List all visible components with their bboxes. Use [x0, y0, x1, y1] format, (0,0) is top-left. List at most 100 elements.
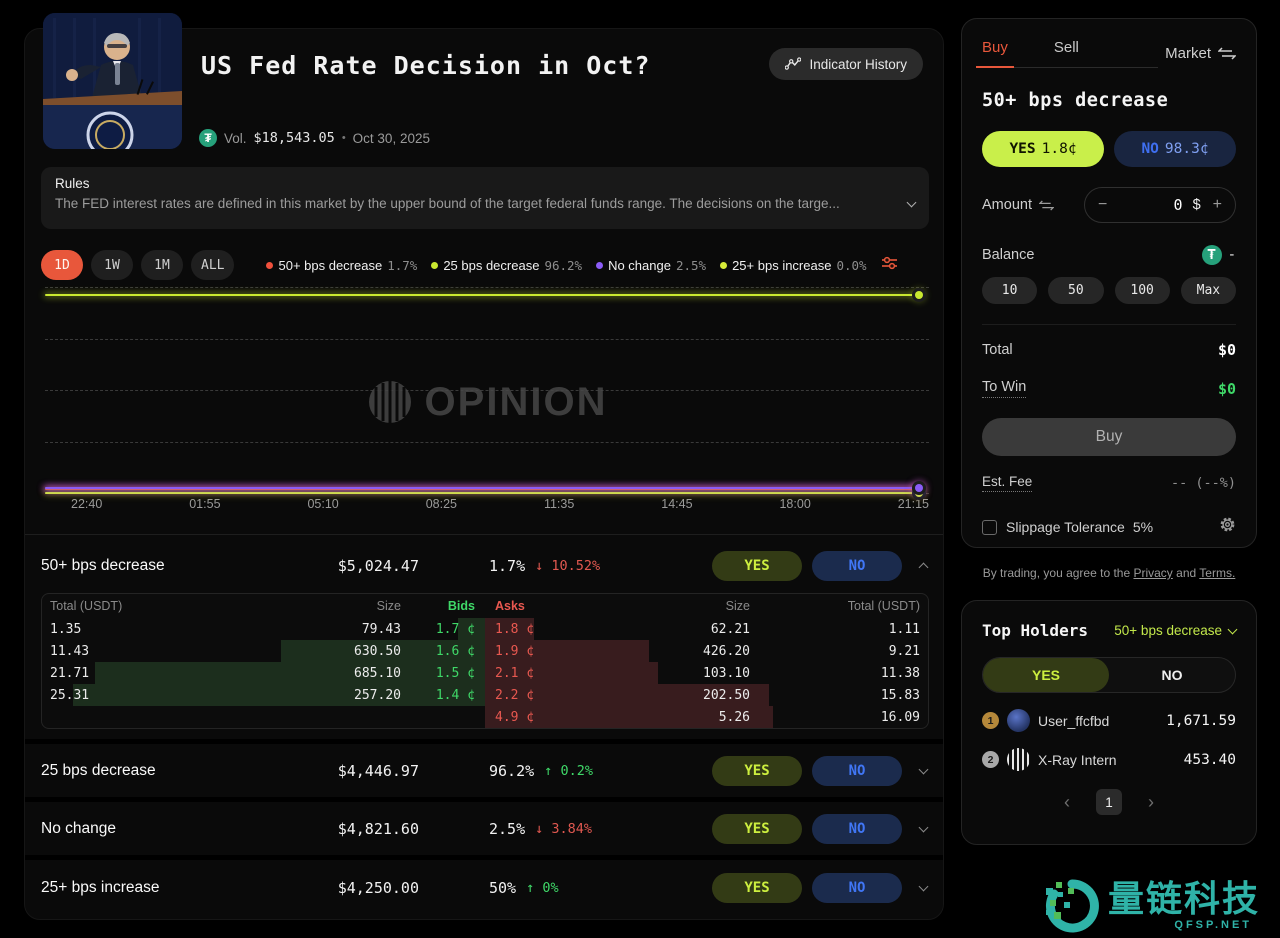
timeframe-1m[interactable]: 1M: [141, 250, 183, 280]
collapse-chevron-icon[interactable]: [918, 562, 929, 573]
tether-icon: ₮: [199, 129, 217, 147]
chevron-down-icon: [1227, 624, 1238, 634]
watermark-text: OPINION: [424, 379, 608, 424]
x-tick: 18:00: [779, 497, 811, 511]
orderbook-row[interactable]: 1.35 79.43 1.7 ¢ 1.8 ¢ 62.21 1.11: [42, 618, 928, 640]
prev-page-arrow[interactable]: ‹: [1064, 791, 1070, 812]
rules-title: Rules: [55, 176, 90, 191]
x-tick: 22:40: [71, 497, 103, 511]
holder-row[interactable]: 1 User_ffcfbd 1,671.59: [982, 709, 1236, 732]
indicator-history-button[interactable]: Indicator History: [769, 48, 923, 80]
trade-panel: Buy Sell Market 50+ bps decrease YES 1.8…: [961, 18, 1257, 548]
divider: [982, 324, 1236, 325]
legend-item: 25+ bps increase 0.0%: [720, 257, 867, 273]
chart-plot[interactable]: OPINION: [45, 287, 929, 497]
col-total-left: Total (USDT): [50, 599, 123, 613]
col-asks: Asks: [495, 599, 525, 613]
legend-label: 50+ bps decrease: [278, 257, 383, 273]
rules-expand-chevron-icon[interactable]: [906, 197, 917, 207]
page-number[interactable]: 1: [1096, 789, 1122, 815]
chart-settings-icon[interactable]: [881, 255, 898, 276]
holder-name: X-Ray Intern: [1038, 751, 1117, 768]
terms-link[interactable]: Terms.: [1199, 566, 1236, 580]
vol-label: Vol.: [224, 130, 247, 146]
no-price-button[interactable]: NO 98.3¢: [1114, 131, 1236, 167]
amount-input[interactable]: 0: [1173, 196, 1183, 214]
holders-outcome-dropdown[interactable]: 50+ bps decrease: [1114, 623, 1238, 638]
quick-amount-10[interactable]: 10: [982, 277, 1038, 304]
outcome-row-25-bps-increase[interactable]: 25+ bps increase $4,250.00 50% ↑ 0% YES …: [25, 855, 943, 915]
market-mode-switch[interactable]: Market: [1165, 45, 1236, 62]
outcome-change: ↓ 3.84%: [535, 820, 593, 837]
swap-icon: [1218, 47, 1236, 60]
outcome-volume: $4,250.00: [337, 878, 419, 897]
no-button[interactable]: NO: [812, 813, 902, 844]
timeframe-1w[interactable]: 1W: [91, 250, 133, 280]
next-page-arrow[interactable]: ›: [1148, 791, 1154, 812]
quick-amount-100[interactable]: 100: [1114, 277, 1170, 304]
expand-chevron-icon[interactable]: [918, 822, 929, 832]
holder-name: User_ffcfbd: [1038, 712, 1110, 729]
amount-stepper[interactable]: − 0 $ +: [1084, 187, 1236, 223]
pagination: ‹ 1 ›: [982, 789, 1236, 815]
privacy-link[interactable]: Privacy: [1133, 566, 1173, 580]
tab-buy[interactable]: Buy: [976, 39, 1014, 68]
no-button[interactable]: NO: [812, 551, 902, 581]
outcome-change: ↑ 0.2%: [544, 762, 593, 779]
quick-amount-max[interactable]: Max: [1180, 277, 1236, 304]
opinion-globe-icon: [368, 381, 411, 423]
legend-value: 0.0%: [836, 257, 867, 273]
timeframe-all[interactable]: ALL: [191, 250, 235, 280]
timeframe-1d[interactable]: 1D: [41, 250, 83, 280]
legend-item: No change 2.5%: [596, 258, 706, 273]
orderbook-row[interactable]: 4.9 ¢ 5.26 16.09: [42, 706, 928, 728]
gridline: [45, 390, 929, 391]
yes-button[interactable]: YES: [712, 551, 802, 581]
outcome-percent: 1.7%: [489, 557, 526, 575]
slippage-checkbox[interactable]: [982, 519, 997, 535]
outcome-row-50-bps-decrease[interactable]: 50+ bps decrease $5,024.47 1.7% ↓ 10.52%…: [25, 539, 943, 593]
expand-chevron-icon[interactable]: [918, 881, 929, 891]
outcome-row-no-change[interactable]: No change $4,821.60 2.5% ↓ 3.84% YES NO: [25, 797, 943, 855]
no-button[interactable]: NO: [812, 755, 902, 786]
col-bids: Bids: [447, 599, 475, 613]
rules-text: The FED interest rates are defined in th…: [55, 196, 840, 211]
yes-button[interactable]: YES: [712, 872, 802, 903]
quick-amount-50[interactable]: 50: [1048, 277, 1104, 304]
orderbook-row[interactable]: 21.71 685.10 1.5 ¢ 2.1 ¢ 103.10 11.38: [42, 662, 928, 684]
market-image: [43, 13, 182, 149]
orderbook-row[interactable]: 25.31 257.20 1.4 ¢ 2.2 ¢ 202.50 15.83: [42, 684, 928, 706]
slippage-value: 5%: [1132, 519, 1154, 535]
plus-button[interactable]: +: [1212, 196, 1222, 213]
avatar: [1007, 709, 1030, 732]
x-tick: 05:10: [307, 497, 339, 511]
volume-row: ₮ Vol. $18,543.05 • Oct 30, 2025: [199, 129, 430, 147]
rank-badge: 1: [982, 712, 999, 729]
outcome-percent: 96.2%: [489, 761, 535, 780]
indicator-line-icon: [785, 57, 802, 70]
outcome-percent: 50%: [489, 878, 517, 897]
dot-separator: •: [341, 132, 346, 144]
orderbook-row[interactable]: 11.43 630.50 1.6 ¢ 1.9 ¢ 426.20 9.21: [42, 640, 928, 662]
brand-domain: QFSP.NET: [1174, 919, 1252, 931]
holder-row[interactable]: 2 X-Ray Intern 453.40: [982, 748, 1236, 771]
legend-label: No change: [608, 257, 671, 273]
yes-price-button[interactable]: YES 1.8¢: [982, 131, 1104, 167]
divider: [25, 534, 943, 535]
mode-label: Market: [1165, 45, 1211, 62]
x-tick: 14:45: [661, 497, 693, 511]
holders-tab-no[interactable]: NO: [1161, 667, 1183, 683]
buy-submit-button[interactable]: Buy: [982, 418, 1236, 456]
tab-sell[interactable]: Sell: [1053, 39, 1079, 56]
balance-label: Balance: [982, 247, 1035, 263]
outcome-row-25-bps-decrease[interactable]: 25 bps decrease $4,446.97 96.2% ↑ 0.2% Y…: [25, 739, 943, 797]
yes-button[interactable]: YES: [712, 813, 802, 844]
yes-button[interactable]: YES: [712, 755, 802, 786]
total-value: $0: [1217, 341, 1236, 359]
gear-icon[interactable]: [1219, 516, 1236, 538]
slippage-label: Slippage Tolerance: [1006, 519, 1125, 535]
no-button[interactable]: NO: [812, 872, 902, 903]
expand-chevron-icon[interactable]: [918, 764, 929, 774]
holders-tab-yes[interactable]: YES: [983, 658, 1109, 692]
minus-button[interactable]: −: [1098, 196, 1108, 213]
